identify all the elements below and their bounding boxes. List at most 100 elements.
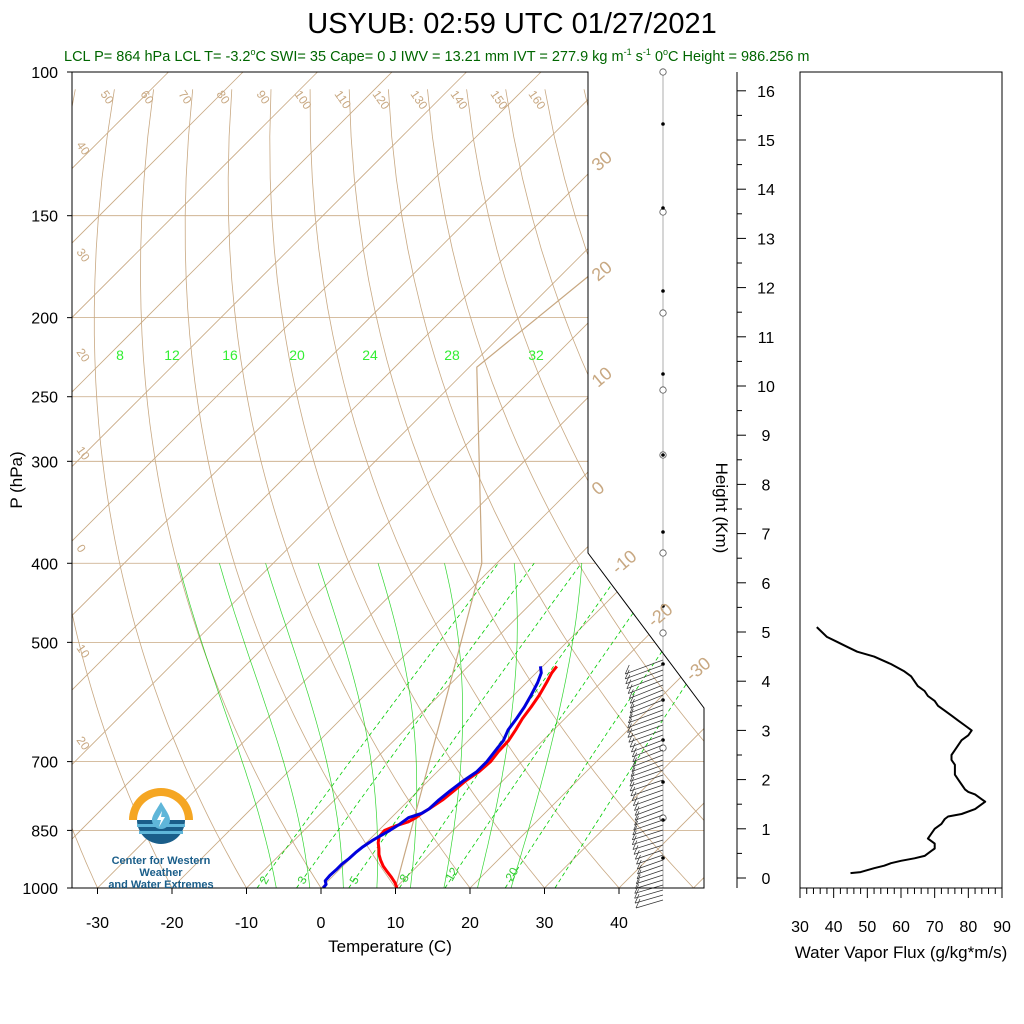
y-tick-label: 150: [31, 209, 58, 226]
isotherm-label: -30: [682, 653, 715, 685]
wind-barb-flag: [629, 689, 634, 699]
wind-barb: [632, 744, 664, 758]
dry-adiabat-line: [466, 89, 704, 888]
wind-barb: [632, 834, 664, 845]
wind-barb-flag: [634, 893, 640, 904]
height-tick-label: 8: [762, 477, 771, 494]
wind-dot: [661, 780, 665, 784]
flux-tick-label: 90: [993, 919, 1011, 936]
wind-barb: [625, 659, 664, 675]
wind-barb-flag: [631, 762, 637, 772]
mixing-ratio-low-label: 20: [502, 865, 521, 884]
height-tick-label: 11: [758, 330, 775, 347]
y-tick-label: 200: [31, 311, 58, 328]
wind-barb-flag: [628, 733, 634, 743]
stat-lcl-p: LCL P= 864 hPa: [64, 48, 171, 65]
x-axis-title: Temperature (C): [328, 937, 452, 956]
dry-adiabat-line: [72, 89, 182, 888]
y-tick-label: 850: [31, 823, 58, 840]
left-adiabat-label: 20: [74, 346, 93, 365]
flux-axis-title: Water Vapor Flux (g/kg*m/s): [795, 943, 1008, 962]
flux-tick-label: 30: [791, 919, 809, 936]
wind-barb: [629, 704, 664, 719]
wind-barb-flag: [631, 830, 637, 840]
flux-tick-label: 60: [892, 919, 910, 936]
height-tick-label: 14: [757, 182, 775, 199]
height-tick-label: 2: [762, 773, 771, 790]
wind-dot: [661, 662, 665, 666]
wind-barb: [634, 814, 664, 826]
wind-barb-flag: [634, 884, 640, 894]
logo-text-line1: Center for Western Weather: [111, 855, 211, 879]
calm-circle: [659, 386, 667, 394]
left-adiabat-label: 10: [74, 444, 93, 463]
dry-adiabat-line: [93, 89, 258, 888]
wind-barb: [633, 794, 664, 806]
wind-barb-flag: [631, 791, 637, 801]
dewpoint-profile: [322, 666, 543, 888]
wind-barb: [637, 864, 664, 875]
wind-dot: [661, 530, 665, 534]
isotherm-label: -10: [608, 546, 641, 578]
wind-barb: [634, 804, 664, 816]
wind-barb: [629, 779, 664, 792]
flux-tick-label: 70: [926, 919, 944, 936]
left-adiabat-label: 0: [74, 542, 89, 556]
height-tick-label: 0: [762, 871, 771, 888]
skew-t-border: [71, 71, 705, 889]
logo-text-line2: and Water Extremes: [108, 879, 214, 891]
isotherm-line: [544, 72, 704, 888]
y-tick-label: 250: [31, 390, 58, 407]
flux-tick-label: 50: [858, 919, 876, 936]
dry-adiabat-line: [388, 89, 704, 888]
mixing-ratio-label: 32: [528, 347, 544, 363]
y-tick-label: 700: [31, 755, 58, 772]
wind-barb: [628, 709, 664, 724]
wind-barb-flag: [629, 737, 635, 748]
mixing-ratio-label: 24: [362, 347, 378, 363]
mixing-ratio-label: 8: [116, 347, 124, 363]
dry-adiabat-line: [505, 89, 704, 888]
wind-barb: [629, 699, 664, 714]
dry-adiabat-line: [701, 89, 704, 888]
mixing-ratio-label: 20: [289, 347, 305, 363]
wind-barb-flag: [624, 669, 630, 680]
calm-circle: [659, 549, 667, 557]
wind-barb: [629, 734, 664, 748]
x-tick-label: 30: [536, 915, 554, 932]
wind-barb-flag: [632, 840, 638, 850]
dry-adiabat-label: 110: [332, 88, 355, 112]
wind-barb-flag: [628, 713, 633, 723]
x-tick-label: -30: [86, 915, 109, 932]
x-tick-label: -20: [160, 915, 183, 932]
isotherm-label: -20: [644, 599, 677, 631]
mixing-ratio-line: [444, 563, 669, 888]
wind-barb-flag: [627, 684, 633, 694]
dry-adiabat-line: [348, 89, 704, 888]
wind-barb: [634, 894, 664, 904]
y-tick-label: 500: [31, 635, 58, 652]
dry-adiabat-label: 60: [138, 88, 157, 107]
stat-swi: SWI= 35: [270, 48, 327, 65]
isotherm-line: [72, 72, 542, 888]
isotherm-line: [171, 72, 704, 888]
skew-t-frame: [71, 71, 705, 889]
wind-barb-flag: [633, 845, 639, 855]
wind-barb-flag: [629, 776, 635, 787]
wind-barb-flag: [629, 781, 635, 792]
wind-barb-flag: [634, 850, 640, 860]
mixing-ratio-low-label: 2: [256, 873, 272, 886]
mixing-ratio-line: [348, 563, 582, 888]
moist-adiabat-line: [510, 563, 583, 888]
wind-barb: [630, 769, 664, 782]
dry-adiabat-label: 100: [292, 88, 315, 113]
dry-adiabat-line: [544, 89, 704, 888]
flux-tick-label: 40: [825, 919, 843, 936]
wind-barb: [629, 774, 664, 787]
stats-line: LCL P= 864 hPa LCL T= -3.2oC SWI= 35 Cap…: [64, 47, 810, 65]
wind-dot: [661, 453, 665, 457]
wind-barb: [633, 819, 664, 831]
wind-barb-flag: [632, 825, 638, 836]
cw3e-logo-icon: [129, 788, 193, 844]
wind-barb: [634, 884, 664, 894]
